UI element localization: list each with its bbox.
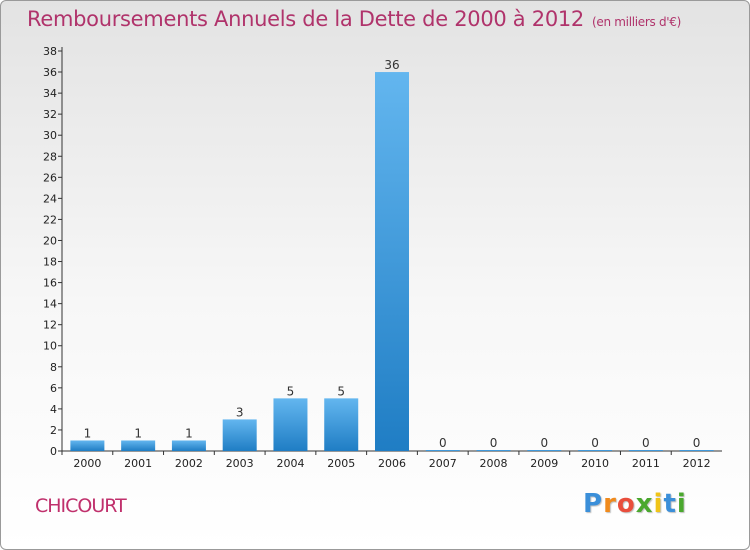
- y-tick-label: 34: [43, 87, 57, 100]
- bar-value-label: 0: [540, 436, 548, 450]
- x-tick-label: 2006: [378, 457, 406, 470]
- x-tick-label: 2003: [226, 457, 254, 470]
- bar-value-label: 0: [693, 436, 701, 450]
- x-axis: 2000 2001 2002 2003 2004 2005 2006 2007 2008 2009…: [61, 450, 722, 470]
- bar: [121, 440, 156, 451]
- bar: [171, 440, 206, 451]
- bar-value-label: 0: [642, 436, 650, 450]
- bars: 1 1 1 3 5 5 36 0 0 0 0 0 0: [70, 58, 714, 451]
- y-tick-label: 26: [43, 171, 57, 184]
- location-name: CHICOURT: [35, 495, 127, 517]
- bar-value-label: 0: [439, 436, 447, 450]
- bar: [273, 398, 308, 451]
- y-tick-label: 18: [43, 256, 57, 269]
- y-tick-label: 12: [43, 319, 57, 332]
- bar: [324, 398, 359, 451]
- x-tick-label: 2004: [276, 457, 304, 470]
- x-tick-label: 2002: [175, 457, 203, 470]
- y-tick-label: 38: [43, 45, 57, 58]
- logo-letter: r: [603, 489, 617, 519]
- bar-value-label: 1: [84, 426, 92, 440]
- y-tick-label: 0: [50, 445, 57, 458]
- y-tick-label: 22: [43, 213, 57, 226]
- logo-letter: P: [583, 489, 604, 519]
- chart-title-text: Remboursements Annuels de la Dette de 20…: [27, 7, 584, 31]
- bar-value-label: 5: [337, 384, 345, 398]
- y-tick-label: 32: [43, 108, 57, 121]
- bar-value-label: 0: [490, 436, 498, 450]
- chart-title: Remboursements Annuels de la Dette de 20…: [27, 7, 681, 31]
- y-tick-label: 10: [43, 340, 57, 353]
- logo-letter: x: [635, 489, 654, 519]
- bar-value-label: 5: [287, 384, 295, 398]
- bar: [70, 440, 105, 451]
- bar: [679, 450, 714, 451]
- x-tick-label: 2007: [429, 457, 457, 470]
- proxiti-logo: Proxiti: [583, 489, 687, 519]
- bar-value-label: 3: [236, 405, 244, 419]
- bar: [375, 72, 409, 451]
- y-tick-label: 4: [50, 403, 57, 416]
- x-tick-label: 2005: [327, 457, 355, 470]
- y-tick-label: 24: [43, 192, 57, 205]
- x-tick-label: 2009: [530, 457, 558, 470]
- x-tick-label: 2000: [73, 457, 101, 470]
- y-tick-label: 16: [43, 277, 57, 290]
- logo-letter: i: [653, 489, 664, 519]
- y-tick-label: 20: [43, 234, 57, 247]
- x-tick-label: 2010: [581, 457, 609, 470]
- x-tick-label: 2012: [683, 457, 711, 470]
- bar: [222, 419, 257, 451]
- bar: [628, 450, 663, 451]
- bar-value-label: 0: [591, 436, 599, 450]
- x-tick-label: 2001: [124, 457, 152, 470]
- logo-letter: t: [663, 489, 677, 519]
- bar: [476, 450, 511, 451]
- bar-value-label: 1: [185, 426, 193, 440]
- y-tick-label: 6: [50, 382, 57, 395]
- bar: [425, 450, 460, 451]
- y-tick-label: 8: [50, 361, 57, 374]
- y-tick-label: 2: [50, 424, 57, 437]
- logo-letter: o: [616, 489, 636, 519]
- x-tick-label: 2011: [632, 457, 660, 470]
- bar: [527, 450, 562, 451]
- y-tick-label: 28: [43, 150, 57, 163]
- chart-unit-label: (en milliers d'€): [592, 15, 682, 29]
- x-tick-label: 2008: [480, 457, 508, 470]
- y-tick-label: 30: [43, 129, 57, 142]
- bar: [578, 450, 613, 451]
- y-tick-label: 14: [43, 298, 57, 311]
- logo-letter: i: [676, 489, 687, 519]
- bar-value-label: 1: [134, 426, 142, 440]
- bar-value-label: 36: [384, 58, 399, 72]
- y-tick-label: 36: [43, 66, 57, 79]
